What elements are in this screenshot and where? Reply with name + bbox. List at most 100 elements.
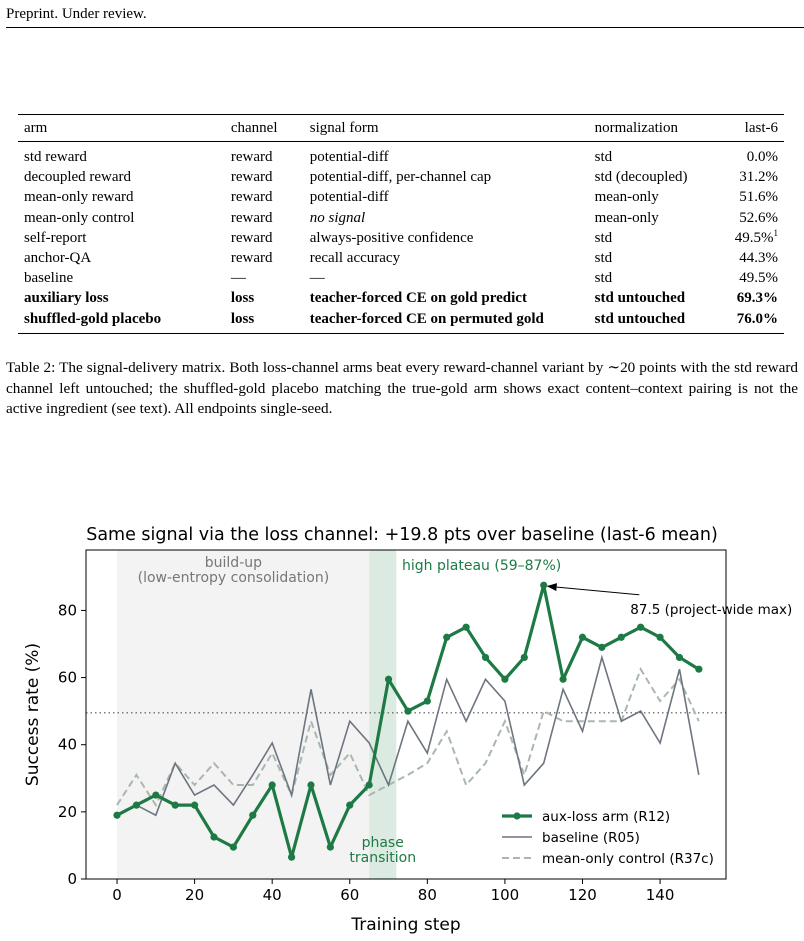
cell-signal-form: — (309, 270, 325, 287)
cell-normalization: std (594, 229, 613, 246)
table-row: decoupled reward reward potential-diff, pe… (18, 167, 784, 187)
data-point-aux-loss (326, 843, 334, 851)
x-tick-label: 100 (491, 886, 520, 904)
table-row: self-report reward always-positive confide… (18, 228, 784, 248)
data-point-aux-loss (656, 633, 664, 641)
table-header-row: arm channel signal form normalization la… (18, 114, 784, 142)
legend-baseline-label: baseline (R05) (542, 830, 640, 846)
chart-title: Same signal via the loss channel: +19.8 … (86, 525, 718, 545)
buildup-label-line: build-up (205, 555, 262, 571)
phase-transition-label-line: phase (362, 835, 404, 851)
col-last6: last-6 (744, 120, 778, 136)
cell-arm: shuffled-gold placebo (24, 310, 162, 327)
data-point-aux-loss (287, 853, 296, 861)
cell-signal-form: potential-diff (309, 189, 389, 206)
success-rate-chart: build-up(low-entropy consolidation) phase… (23, 525, 792, 935)
y-axis-label: Success rate (%) (23, 643, 43, 786)
series-line-baseline (116, 654, 700, 817)
data-point-aux-loss (559, 675, 567, 683)
data-point-aux-loss (520, 653, 528, 662)
cell-last6: 49.5%1 (734, 227, 779, 246)
cell-last6: 31.2% (739, 169, 778, 186)
legend-mean-only-control-label: mean-only control (R37c) (542, 851, 714, 867)
cell-normalization: std (594, 270, 613, 287)
data-point-aux-loss (113, 811, 121, 819)
data-point-aux-loss (675, 653, 684, 662)
plateau-annotation: high plateau (59–87%) (402, 558, 561, 574)
buildup-label-line: (low-entropy consolidation) (138, 570, 330, 586)
data-point-aux-loss (210, 833, 218, 841)
data-point-aux-loss (637, 623, 645, 631)
data-point-aux-loss (249, 811, 257, 819)
plot-frame (85, 549, 727, 880)
cell-arm: baseline (24, 270, 74, 287)
cell-channel: reward (230, 229, 273, 246)
cell-normalization: std untouched (594, 290, 686, 307)
cell-signal-form: potential-diff (309, 149, 389, 165)
table-caption: Table 2: The signal-delivery matrix. Bot… (6, 359, 798, 417)
cell-channel: reward (230, 189, 273, 206)
data-point-aux-loss (462, 623, 470, 631)
data-point-aux-loss (346, 801, 354, 809)
cell-arm: std reward (24, 149, 87, 165)
cell-channel: loss (230, 290, 255, 307)
y-tick-label: 40 (58, 736, 77, 754)
data-point-aux-loss (695, 665, 703, 673)
data-point-aux-loss (132, 801, 141, 809)
cell-channel: reward (230, 169, 273, 186)
max-annotation: 87.5 (project-wide max) (630, 602, 792, 618)
y-tick-label: 60 (58, 669, 77, 687)
cell-last6: 44.3% (739, 250, 778, 267)
data-point-aux-loss (152, 791, 160, 799)
legend-aux-loss-marker (513, 812, 521, 820)
cell-channel: — (230, 270, 246, 287)
cell-last6: 52.6% (739, 209, 778, 226)
cell-channel: reward (230, 149, 273, 165)
x-tick-label: 140 (646, 886, 675, 904)
x-axis-label: Training step (350, 915, 460, 935)
cell-normalization: std (594, 149, 613, 165)
data-point-aux-loss (307, 781, 315, 789)
running-header: Preprint. Under review. (6, 6, 147, 22)
results-table: arm channel signal form normalization la… (18, 114, 784, 334)
col-arm: arm (24, 120, 48, 136)
y-tick-label: 20 (58, 803, 77, 821)
cell-last6: 0.0% (746, 149, 778, 165)
data-point-aux-loss (365, 781, 373, 789)
table-row: mean-only control reward no signal mean-onl… (18, 208, 784, 228)
cell-arm: self-report (24, 229, 87, 246)
table-row: mean-only reward reward potential-diff mean… (18, 187, 784, 207)
max-annotation-arrow (546, 583, 640, 596)
series-line-mean-only-control (116, 666, 700, 808)
data-point-aux-loss (501, 675, 509, 683)
cell-channel: loss (230, 310, 255, 327)
cell-normalization: std untouched (594, 310, 686, 327)
cell-last6: 69.3% (736, 290, 778, 307)
data-point-aux-loss (443, 633, 451, 641)
cell-channel: reward (230, 209, 273, 226)
x-tick-label: 40 (263, 886, 282, 904)
x-tick-label: 80 (418, 886, 437, 904)
data-point-aux-loss (617, 633, 625, 641)
phase-transition-label-line: transition (349, 850, 416, 866)
cell-arm: auxiliary loss (24, 290, 109, 307)
legend-aux-loss-label: aux-loss arm (R12) (542, 809, 670, 825)
cell-last6: 49.5% (739, 270, 778, 287)
data-point-aux-loss (384, 675, 393, 683)
data-point-aux-loss (171, 801, 179, 809)
data-point-aux-loss (598, 643, 606, 651)
cell-arm: anchor-QA (24, 250, 92, 267)
data-point-aux-loss (404, 707, 412, 715)
cell-signal-form: always-positive confidence (309, 229, 474, 246)
x-tick-label: 120 (568, 886, 597, 904)
cell-normalization: std (decoupled) (594, 169, 688, 186)
cell-normalization: mean-only (594, 189, 659, 206)
x-tick-label: 0 (112, 886, 122, 904)
cell-arm: decoupled reward (24, 169, 132, 186)
table-row: shuffled-gold placebo loss teacher-forced … (18, 309, 784, 334)
data-point-aux-loss (423, 697, 431, 705)
x-tick-label: 20 (185, 886, 204, 904)
footnote-marker: 1 (773, 227, 779, 238)
table-row: auxiliary loss loss teacher-forced CE on g… (18, 288, 784, 308)
table-row: std reward reward potential-diff std 0.0% (18, 142, 784, 168)
